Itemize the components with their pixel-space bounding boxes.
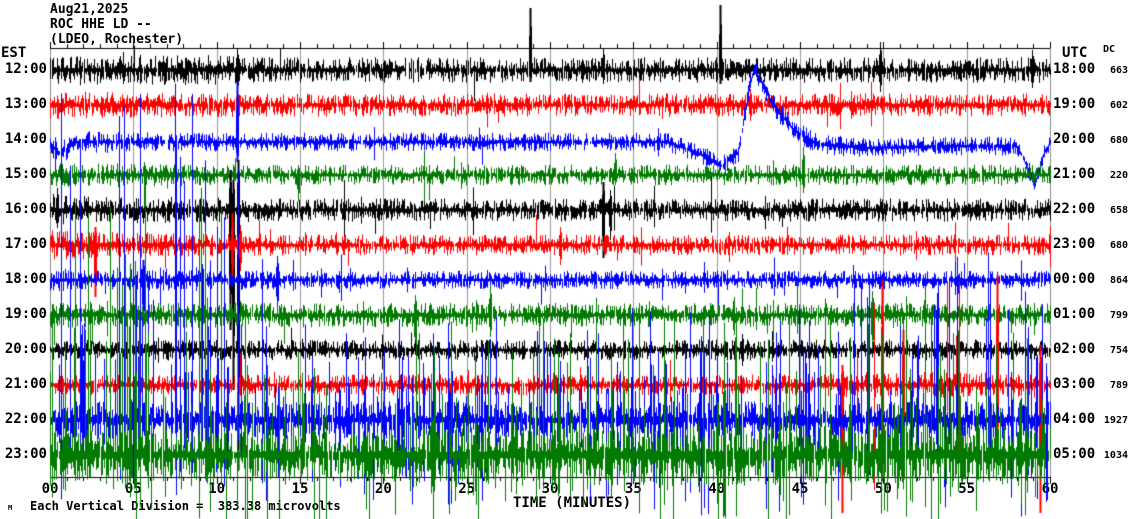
x-tick-label: 10 — [208, 481, 226, 497]
x-tick-label: 45 — [791, 481, 809, 497]
est-time-label: 19:00 — [4, 306, 47, 322]
est-time-label: 21:00 — [4, 376, 47, 392]
title-date: Aug21,2025 — [50, 2, 129, 17]
dc-value: 789 — [1109, 380, 1128, 391]
est-time-label: 18:00 — [4, 271, 47, 287]
dc-value: 663 — [1109, 65, 1128, 76]
left-axis-header: EST — [1, 45, 27, 61]
title-station: ROC HHE LD -- — [50, 17, 152, 32]
dc-value: 1927 — [1103, 415, 1128, 426]
est-time-label: 13:00 — [4, 96, 47, 112]
dc-column-header: DC — [1103, 44, 1116, 55]
x-tick-label: 60 — [1041, 481, 1059, 497]
dc-value: 754 — [1109, 345, 1128, 356]
corner-mark: M — [8, 504, 13, 512]
est-time-label: 17:00 — [4, 236, 47, 252]
dc-value: 680 — [1109, 135, 1128, 146]
title-location: (LDEO, Rochester) — [50, 32, 184, 47]
est-time-label: 22:00 — [4, 411, 47, 427]
dc-value: 602 — [1109, 100, 1128, 111]
scale-note: Each Vertical Division = 383.38 microvol… — [30, 499, 341, 513]
x-tick-label: 15 — [291, 481, 309, 497]
x-axis-title: TIME (MINUTES) — [513, 495, 632, 511]
dc-value: 1034 — [1103, 450, 1128, 461]
x-tick-label: 50 — [874, 481, 892, 497]
dc-value: 220 — [1109, 170, 1128, 181]
x-tick-label: 40 — [708, 481, 726, 497]
est-time-label: 12:00 — [4, 61, 47, 77]
x-tick-label: 05 — [124, 481, 142, 497]
est-time-label: 14:00 — [4, 131, 47, 147]
x-tick-label: 00 — [41, 481, 59, 497]
est-time-label: 20:00 — [4, 341, 47, 357]
right-axis-header: UTC — [1062, 45, 1088, 61]
est-time-label: 15:00 — [4, 166, 47, 182]
dc-value: 799 — [1109, 310, 1128, 321]
dc-value: 680 — [1109, 240, 1128, 251]
dc-value: 658 — [1109, 205, 1128, 216]
dc-value: 864 — [1109, 275, 1128, 286]
x-tick-label: 25 — [458, 481, 476, 497]
est-time-label: 23:00 — [4, 446, 47, 462]
est-time-label: 16:00 — [4, 201, 47, 217]
x-tick-label: 55 — [958, 481, 976, 497]
x-tick-label: 20 — [374, 481, 392, 497]
